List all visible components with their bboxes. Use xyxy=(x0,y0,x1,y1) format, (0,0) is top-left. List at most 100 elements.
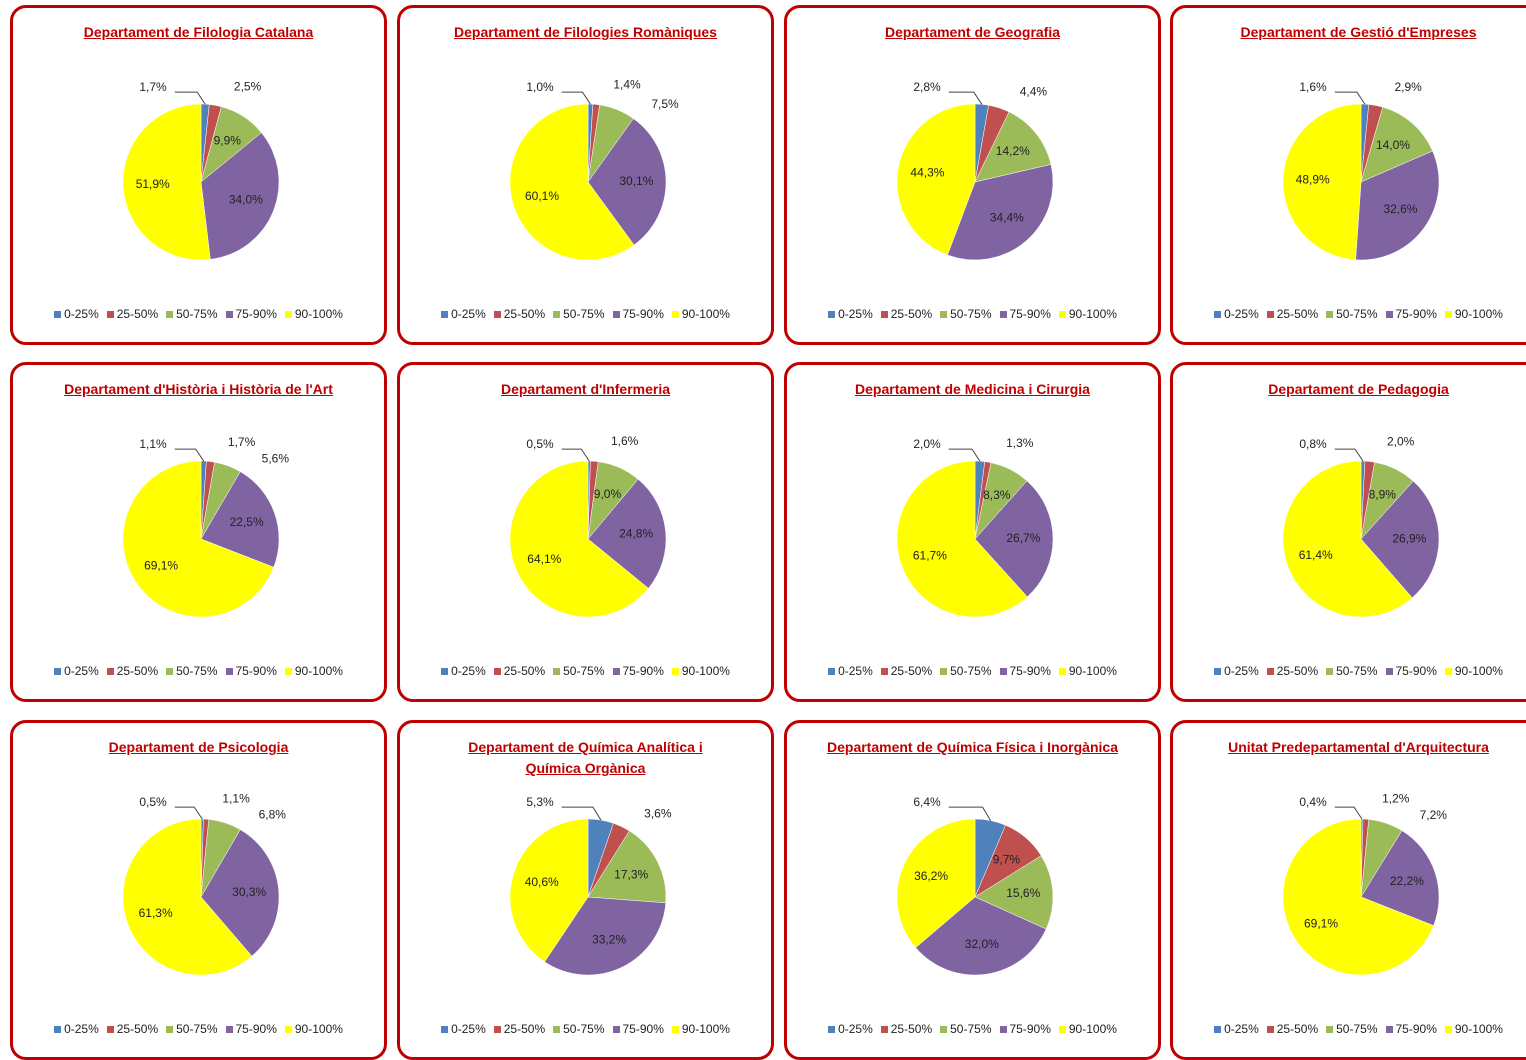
chart-panel: Departament de Geografia 2,8% 4,4% 14,2% 34,… xyxy=(784,5,1161,345)
legend-swatch xyxy=(493,311,501,318)
legend-item: 50-75% xyxy=(553,307,605,321)
data-label: 8,9% xyxy=(1369,488,1397,502)
legend-swatch xyxy=(999,311,1007,318)
legend-swatch xyxy=(1326,1026,1334,1033)
data-label: 30,1% xyxy=(619,174,653,188)
legend-item: 90-100% xyxy=(284,1022,343,1036)
legend-swatch xyxy=(1444,1026,1452,1033)
legend-label: 90-100% xyxy=(681,307,730,321)
data-label: 1,3% xyxy=(1006,436,1034,450)
legend: 0-25% 25-50% 50-75% 75-90% 90-100% xyxy=(787,664,1158,678)
legend-swatch xyxy=(1058,311,1066,318)
data-label: 6,4% xyxy=(913,795,941,809)
data-label: 14,0% xyxy=(1376,138,1410,152)
data-label: 69,1% xyxy=(144,558,178,572)
legend-swatch xyxy=(612,668,620,675)
legend-label: 0-25% xyxy=(838,307,873,321)
legend-item: 25-50% xyxy=(880,664,932,678)
legend-label: 0-25% xyxy=(1224,1022,1259,1036)
legend-item: 50-75% xyxy=(940,307,992,321)
pie-slice xyxy=(587,830,667,904)
legend-item: 75-90% xyxy=(999,307,1051,321)
leader-line xyxy=(561,448,590,462)
legend-label: 50-75% xyxy=(563,1022,605,1036)
legend-label: 0-25% xyxy=(838,664,873,678)
legend-item: 0-25% xyxy=(441,1022,486,1036)
legend-item: 25-50% xyxy=(880,307,932,321)
data-label: 2,0% xyxy=(1387,435,1415,449)
legend-item: 90-100% xyxy=(671,664,730,678)
pie-chart: 2,0% 1,3% 8,3% 26,7% 61,7% xyxy=(896,436,1054,618)
legend-label: 75-90% xyxy=(1009,664,1051,678)
legend-swatch xyxy=(106,668,114,675)
data-label: 1,1% xyxy=(139,437,167,451)
legend-item: 50-75% xyxy=(553,664,605,678)
pie-chart: 0,5% 1,6% 9,0% 24,8% 64,1% xyxy=(509,434,667,618)
chart-panel: Departament d'Infermeria 0,5% 1,6% 9,0% 24,8… xyxy=(397,362,774,702)
legend-item: 0-25% xyxy=(828,307,873,321)
legend-label: 50-75% xyxy=(950,1022,992,1036)
legend-item: 50-75% xyxy=(166,664,218,678)
pie-slice xyxy=(947,164,1054,261)
pie-chart: 6,4% 9,7% 15,6% 32,0% 36,2% xyxy=(896,795,1054,976)
legend-swatch xyxy=(441,1026,449,1033)
legend-label: 25-50% xyxy=(503,307,546,321)
legend-item: 25-50% xyxy=(880,1022,932,1036)
pie-slice xyxy=(896,818,976,948)
pie-slice xyxy=(896,103,976,256)
legend-swatch xyxy=(940,1026,948,1033)
data-label: 14,2% xyxy=(996,144,1030,158)
legend-label: 50-75% xyxy=(176,664,218,678)
legend-label: 75-90% xyxy=(235,1022,277,1036)
pie-slice xyxy=(1282,103,1362,261)
legend: 0-25% 25-50% 50-75% 75-90% 90-100% xyxy=(400,1022,771,1036)
data-label: 7,5% xyxy=(651,97,679,111)
legend-swatch xyxy=(553,668,561,675)
data-label: 64,1% xyxy=(527,552,561,566)
legend-label: 90-100% xyxy=(1454,664,1503,678)
legend-label: 25-50% xyxy=(116,664,159,678)
pie-chart: 1,0% 1,4% 7,5% 30,1% 60,1% xyxy=(509,77,679,261)
data-label: 1,6% xyxy=(1299,80,1327,94)
legend-swatch xyxy=(1385,668,1393,675)
legend-swatch xyxy=(441,311,449,318)
legend-label: 25-50% xyxy=(1276,307,1319,321)
leader-line xyxy=(174,448,205,462)
pie-slice xyxy=(974,855,1054,930)
legend-label: 90-100% xyxy=(1068,664,1117,678)
legend-item: 90-100% xyxy=(671,1022,730,1036)
legend-item: 0-25% xyxy=(54,307,99,321)
data-label: 9,9% xyxy=(214,134,242,148)
legend-item: 75-90% xyxy=(1385,1022,1437,1036)
legend-swatch xyxy=(106,1026,114,1033)
legend-swatch xyxy=(671,311,679,318)
legend-label: 90-100% xyxy=(1454,307,1503,321)
legend-label: 25-50% xyxy=(503,1022,546,1036)
legend: 0-25% 25-50% 50-75% 75-90% 90-100% xyxy=(400,664,771,678)
data-label: 26,7% xyxy=(1006,531,1040,545)
legend-item: 75-90% xyxy=(225,664,277,678)
legend-label: 90-100% xyxy=(1068,307,1117,321)
leader-line xyxy=(948,806,992,821)
legend-label: 25-50% xyxy=(503,664,546,678)
pie-slice xyxy=(509,103,635,261)
pie-slice xyxy=(896,460,1028,618)
legend-swatch xyxy=(940,311,948,318)
pie-slice xyxy=(587,118,667,246)
legend-swatch xyxy=(671,668,679,675)
legend-swatch xyxy=(553,311,561,318)
pie-slice xyxy=(509,460,649,618)
data-label: 9,0% xyxy=(594,487,622,501)
chart-panel: Departament de Química Física i Inorgàni… xyxy=(784,720,1161,1060)
legend-item: 90-100% xyxy=(671,307,730,321)
pie-slice xyxy=(1282,818,1434,976)
data-label: 34,4% xyxy=(990,211,1024,225)
legend-label: 75-90% xyxy=(235,664,277,678)
legend: 0-25% 25-50% 50-75% 75-90% 90-100% xyxy=(400,307,771,321)
pie-slice xyxy=(974,111,1052,183)
legend-item: 90-100% xyxy=(1058,664,1117,678)
data-label: 61,4% xyxy=(1299,548,1333,562)
legend-label: 50-75% xyxy=(950,307,992,321)
legend-swatch xyxy=(1266,1026,1274,1033)
legend-swatch xyxy=(612,1026,620,1033)
